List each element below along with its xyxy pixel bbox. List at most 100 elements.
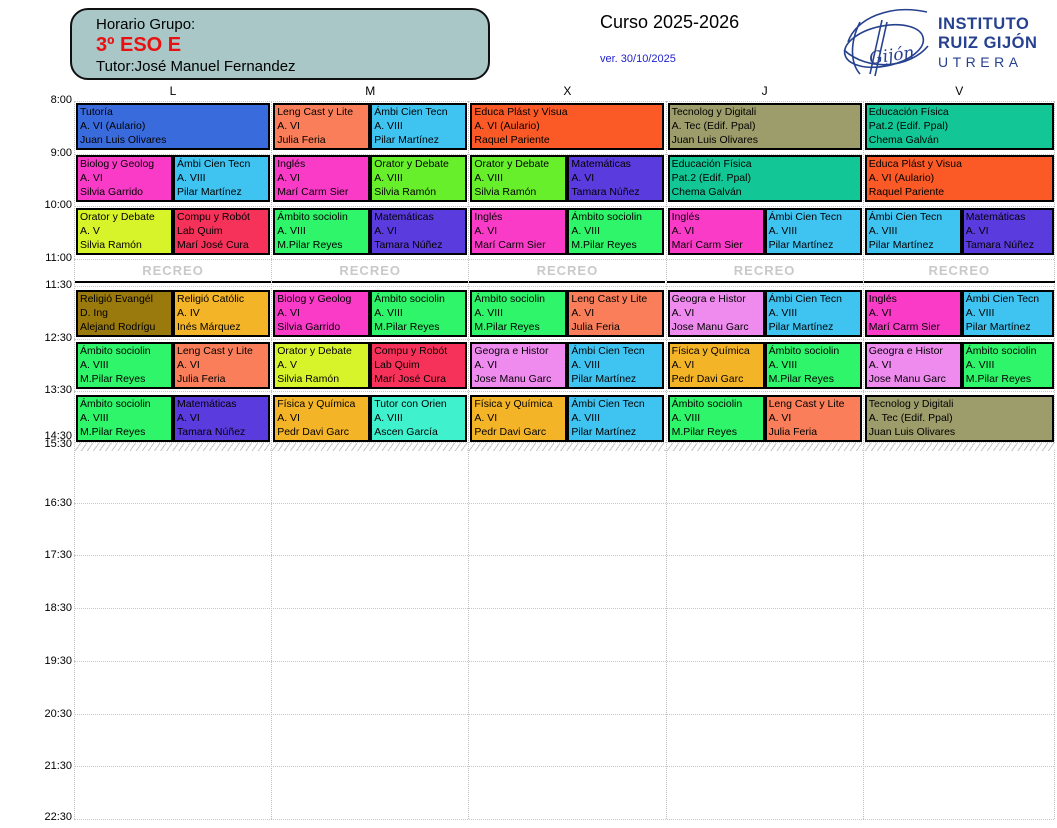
schedule-cell: Ámbi Cien Tecn A. VIII Pilar Martínez: [370, 103, 468, 150]
schedule-cell: Tutor con Orien A. VIII Ascen García: [370, 395, 468, 442]
schedule-cell: Física y Química A. VI Pedr Davi Garc: [470, 395, 568, 442]
grid-vline: [1054, 101, 1055, 819]
cell-room: A. VIII: [474, 172, 503, 185]
cell-teacher: Pilar Martínez: [177, 186, 242, 199]
cell-room: A. VI: [474, 225, 498, 238]
schedule-cell: Orator y Debate A. VIII Silvia Ramón: [370, 155, 468, 202]
schedule-cell: Matemáticas A. VI Tamara Núñez: [173, 395, 270, 442]
schedule-cell: Orator y Debate A. VIII Silvia Ramón: [470, 155, 568, 202]
school-logo: Gijón INSTITUTO RUIZ GIJÓN UTRERA: [830, 4, 1056, 82]
cell-subject: Religió Católic: [177, 293, 245, 305]
time-label: 13:30: [44, 384, 72, 396]
cell-teacher: Marí José Cura: [177, 239, 249, 252]
cell-room: Pat.2 (Edif. Ppal): [671, 172, 751, 185]
group-header-box: Horario Grupo: 3º ESO E Tutor:José Manue…: [70, 8, 490, 80]
cell-room: A. VIII: [571, 225, 600, 238]
recreo-underline: [75, 281, 271, 283]
cell-subject: Tutoría: [80, 106, 113, 118]
schedule-cell: Ámbi Cien Tecn A. VIII Pilar Martínez: [567, 342, 665, 389]
schedule-cell: Ámbito sociolin A. VIII M.Pilar Reyes: [76, 342, 173, 389]
time-label: 11:30: [45, 278, 72, 291]
cell-room: A. VI: [671, 225, 695, 238]
cell-room: A. VIII: [474, 307, 503, 320]
cell-subject: Inglés: [474, 211, 503, 223]
schedule-cell: Ámbi Cien Tecn A. VIII Pilar Martínez: [961, 290, 1054, 337]
cell-teacher: M.Pilar Reyes: [671, 426, 737, 439]
cell-subject: Ámbito sociolin: [474, 293, 546, 305]
grid-hline: [74, 391, 1054, 392]
cell-room: A. IV: [177, 307, 200, 320]
cell-subject: Orator y Debate: [374, 158, 449, 170]
cell-room: A. VI: [277, 120, 300, 133]
cell-room: A. VI: [965, 225, 989, 238]
cell-subject: Matemáticas: [571, 158, 631, 170]
cell-room: A. VI: [374, 225, 397, 238]
cell-subject: Educación Física: [868, 106, 949, 118]
time-label: 14:30: [44, 430, 72, 442]
cell-room: A. VIII: [571, 359, 600, 372]
cell-teacher: Juan Luis Olivares: [868, 426, 956, 439]
schedule-cell: Educación Física Pat.2 (Edif. Ppal) Chema …: [667, 155, 862, 202]
cell-teacher: M.Pilar Reyes: [374, 321, 440, 334]
cell-room: A. VI: [80, 172, 103, 185]
cell-subject: Orator y Debate: [80, 211, 155, 223]
cell-subject: Tecnolog y Digitali: [868, 398, 954, 410]
cell-subject: Orator y Debate: [474, 158, 550, 170]
cell-room: A. VI (Aulario): [80, 120, 146, 133]
schedule-cell: Educa Plást y Visua A. VI (Aulario) Raquel…: [864, 155, 1054, 202]
cell-teacher: Juan Luis Olivares: [80, 134, 167, 147]
recreo-underline: [469, 281, 666, 283]
cell-subject: Geogra e Histor: [671, 293, 746, 305]
cell-room: A. VIII: [277, 225, 306, 238]
cell-subject: Inglés: [868, 293, 897, 305]
schedule-cell: Geogra e Histor A. VI Jose Manu Garc: [470, 342, 568, 389]
cell-subject: Matemáticas: [965, 211, 1026, 223]
schedule-cell: Religió Católic A. IV Inés Márquez: [173, 290, 270, 337]
cell-subject: Leng Cast y Lite: [571, 293, 648, 305]
recreo-label: RECREO: [142, 262, 204, 278]
cell-subject: Ámbi Cien Tecn: [571, 345, 645, 357]
cell-teacher: Ascen García: [374, 426, 438, 439]
grid-hline: [74, 101, 1054, 102]
cell-teacher: Silvia Ramón: [474, 186, 537, 199]
cell-teacher: Julia Feria: [277, 134, 326, 147]
cell-room: A. VI: [868, 307, 892, 320]
cell-teacher: Raquel Pariente: [474, 134, 550, 147]
schedule-cell: Compu y Robót Lab Quim Marí José Cura: [370, 342, 468, 389]
cell-subject: Ámbito sociolin: [374, 293, 445, 305]
logo-text: INSTITUTO RUIZ GIJÓN UTRERA: [938, 15, 1037, 72]
schedule-cell: Ámbi Cien Tecn A. VIII Pilar Martínez: [764, 290, 862, 337]
cell-teacher: Chema Galván: [868, 134, 939, 147]
cell-room: A. VI (Aulario): [868, 172, 935, 185]
cell-teacher: Tamara Núñez: [374, 239, 443, 252]
cell-teacher: Silvia Ramón: [374, 186, 437, 199]
cell-teacher: Julia Feria: [571, 321, 620, 334]
cell-room: D. Ing: [80, 307, 109, 320]
schedule-cell: Ámbi Cien Tecn A. VIII Pilar Martínez: [764, 208, 862, 255]
schedule-cell: Ámbito sociolin A. VIII M.Pilar Reyes: [470, 290, 568, 337]
grid-hline: [74, 285, 1054, 287]
cell-subject: Ámbi Cien Tecn: [868, 211, 943, 223]
cell-room: A. VI: [671, 307, 695, 320]
schedule-cell: Ámbito sociolin A. VIII M.Pilar Reyes: [764, 342, 862, 389]
cell-room: A. VI: [177, 359, 200, 372]
cell-teacher: M.Pilar Reyes: [768, 373, 834, 386]
cell-teacher: Marí Carm Sier: [671, 239, 743, 252]
cell-subject: Inglés: [277, 158, 306, 170]
cell-subject: Matemáticas: [374, 211, 434, 223]
group-label: Horario Grupo:: [96, 16, 196, 33]
grid-hline: [74, 608, 1054, 610]
day-header: X: [563, 84, 572, 98]
cell-room: A. VI: [277, 412, 300, 425]
hatch-band: [863, 443, 1055, 451]
cell-room: Pat.2 (Edif. Ppal): [868, 120, 949, 133]
cell-room: A. VIII: [768, 225, 798, 238]
schedule-cell: Matemáticas A. VI Tamara Núñez: [961, 208, 1054, 255]
cell-teacher: Marí José Cura: [374, 373, 446, 386]
schedule-cell: Tutoría A. VI (Aulario) Juan Luis Olivares: [76, 103, 270, 150]
cell-teacher: Tamara Núñez: [177, 426, 246, 439]
hatch-band: [666, 443, 863, 451]
schedule-cell: Ámbi Cien Tecn A. VIII Pilar Martínez: [864, 208, 962, 255]
cell-subject: Ámbito sociolin: [80, 398, 151, 410]
day-header: L: [169, 84, 177, 98]
